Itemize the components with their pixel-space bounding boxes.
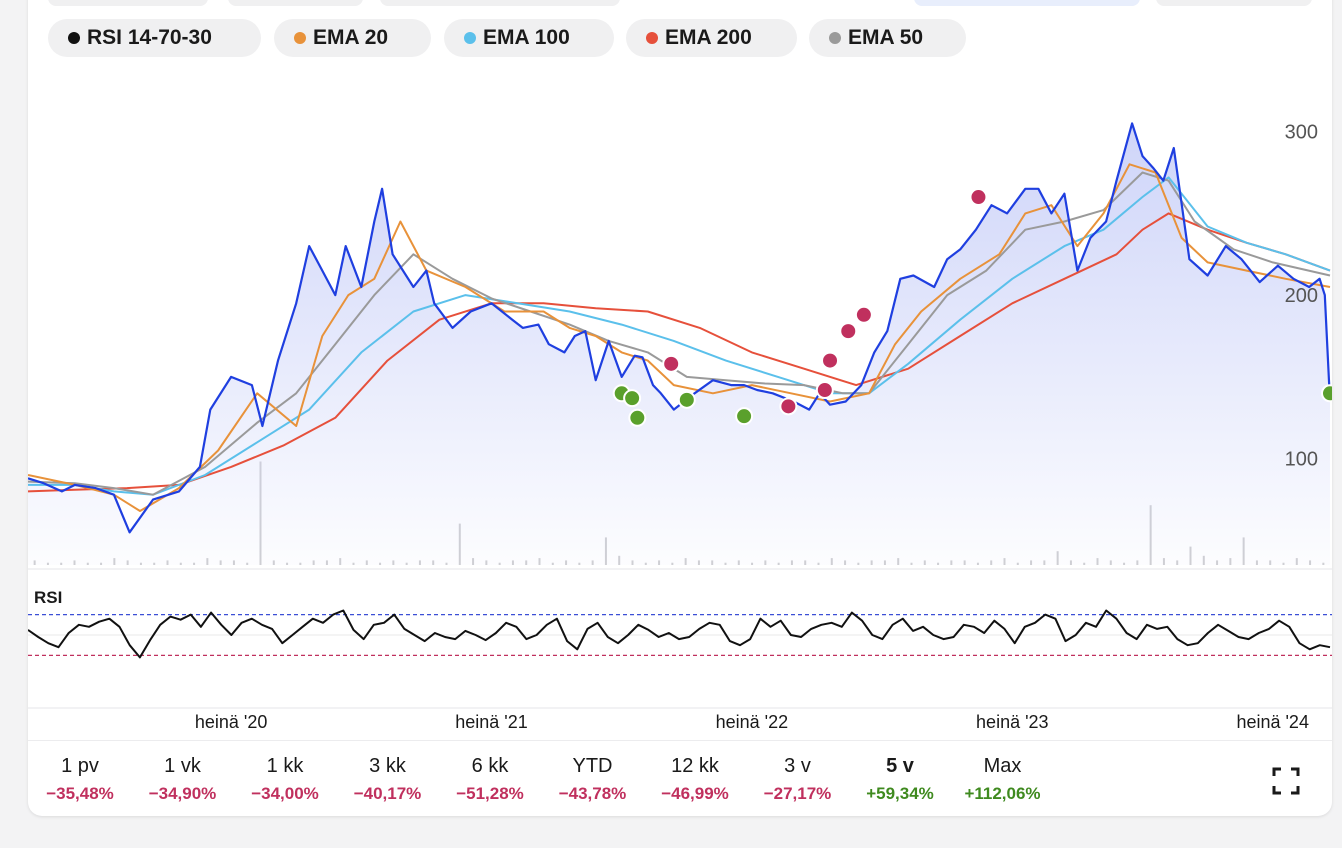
top-controls-strip [28, 0, 1332, 10]
legend-dot [68, 32, 80, 44]
period-label: 1 kk [266, 755, 304, 777]
buy-signal-marker [623, 389, 642, 408]
period-option[interactable]: 6 kk −51,28% [451, 753, 529, 807]
legend-dot [294, 32, 306, 44]
period-change: −34,00% [251, 784, 319, 803]
period-change: −51,28% [456, 784, 524, 803]
buy-signal-marker [735, 407, 754, 426]
y-tick-label: 100 [1285, 449, 1318, 471]
period-change: +112,06% [964, 784, 1041, 803]
top-control-pill[interactable] [380, 0, 620, 6]
legend-label: RSI 14-70-30 [87, 26, 212, 49]
period-label: 3 kk [369, 755, 406, 777]
rsi-line [28, 609, 1331, 659]
top-control-pill[interactable] [914, 0, 1140, 6]
x-tick-label: heinä '22 [716, 712, 789, 732]
sell-signal-marker [821, 351, 840, 370]
period-change: −40,17% [353, 784, 422, 803]
sell-signal-marker [815, 381, 834, 400]
period-label: 12 kk [671, 755, 719, 777]
period-option[interactable]: Max +112,06% [964, 753, 1042, 807]
top-control-pill[interactable] [48, 0, 208, 6]
top-control-pill[interactable] [1156, 0, 1312, 6]
period-selector: 1 pv −35,48% 1 vk −34,90% 1 kk −34,00% 3 kk −40… [28, 740, 1332, 816]
buy-signal-marker [1321, 384, 1332, 403]
period-label: Max [983, 755, 1022, 777]
period-change: −46,99% [661, 784, 729, 803]
ema-100-line [28, 176, 1331, 496]
sell-signal-marker [854, 305, 873, 324]
legend-label: EMA 50 [848, 26, 924, 49]
ema-200-line [28, 212, 1331, 493]
legend-label: EMA 200 [665, 26, 752, 49]
period-option[interactable]: 3 v −27,17% [759, 753, 837, 807]
buy-signal-marker [628, 408, 647, 427]
chart-card: RSI 14-70-30 EMA 20 EMA 100 EMA 200 EMA … [28, 0, 1332, 816]
period-option[interactable]: 1 kk −34,00% [246, 753, 324, 807]
price-area [28, 123, 1330, 565]
legend-ema-50[interactable]: EMA 50 [809, 19, 966, 57]
x-tick-label: heinä '21 [455, 712, 528, 732]
period-label: 1 vk [164, 755, 201, 777]
period-option[interactable]: YTD −43,78% [554, 753, 632, 807]
ema-50-line [28, 171, 1331, 496]
rsi-panel-label: RSI [34, 588, 62, 607]
period-option[interactable]: 12 kk −46,99% [656, 753, 734, 807]
legend-dot [646, 32, 658, 44]
legend-label: EMA 20 [313, 26, 389, 49]
sell-signal-marker [779, 397, 798, 416]
x-tick-label: heinä '23 [976, 712, 1049, 732]
sell-signal-marker [969, 188, 988, 207]
x-tick-label: heinä '20 [195, 712, 268, 732]
top-control-pill[interactable] [228, 0, 363, 6]
period-label: 3 v [784, 755, 811, 777]
y-tick-label: 200 [1285, 285, 1318, 307]
legend-dot [829, 32, 841, 44]
expand-icon[interactable] [1272, 767, 1300, 795]
period-label: 1 pv [61, 755, 99, 777]
legend-rsi[interactable]: RSI 14-70-30 [48, 19, 261, 57]
legend-ema-20[interactable]: EMA 20 [274, 19, 431, 57]
period-label: YTD [572, 755, 613, 777]
legend-dot [464, 32, 476, 44]
period-option[interactable]: 1 pv −35,48% [41, 753, 119, 807]
period-change: +59,34% [866, 784, 934, 803]
legend-ema-200[interactable]: EMA 200 [626, 19, 797, 57]
period-option[interactable]: 5 v +59,34% [861, 753, 939, 807]
period-change: −43,78% [558, 784, 627, 803]
period-label: 6 kk [471, 755, 509, 777]
period-label: 5 v [886, 755, 914, 777]
sell-signal-marker [662, 354, 681, 373]
y-tick-label: 300 [1285, 122, 1318, 144]
period-option[interactable]: 1 vk −34,90% [144, 753, 222, 807]
period-option[interactable]: 3 kk −40,17% [349, 753, 427, 807]
period-change: −34,90% [148, 784, 217, 803]
price-line [28, 122, 1332, 534]
price-chart[interactable]: 100 200 300 RSI heinä '20 heinä '21 heinä '22 h… [28, 0, 1332, 740]
buy-signal-marker [677, 390, 696, 409]
sell-signal-marker [839, 322, 858, 341]
legend-ema-100[interactable]: EMA 100 [444, 19, 614, 57]
x-tick-label: heinä '24 [1236, 712, 1309, 732]
period-change: −27,17% [763, 784, 832, 803]
legend-label: EMA 100 [483, 26, 570, 49]
period-change: −35,48% [46, 784, 114, 803]
